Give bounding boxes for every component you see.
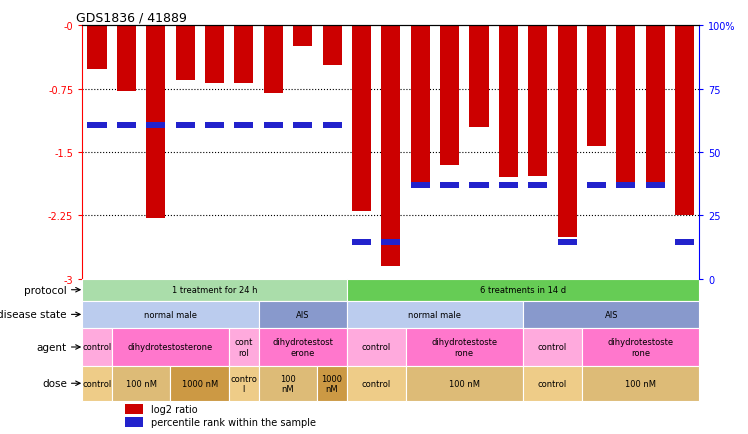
Bar (347, 279, 699, 301)
Bar (523, 301, 699, 329)
Text: 1 treatment for 24 h: 1 treatment for 24 h (172, 286, 257, 295)
Text: 1000 nM: 1000 nM (182, 379, 218, 388)
Text: 6 treatments in 14 d: 6 treatments in 14 d (480, 286, 566, 295)
Bar (616, 26, 636, 182)
Text: dihydrotestosterone: dihydrotestosterone (128, 343, 213, 352)
Bar (234, 26, 254, 83)
Bar (499, 183, 518, 188)
Bar (411, 26, 430, 186)
Bar (646, 183, 665, 188)
Text: AIS: AIS (296, 310, 310, 319)
Text: dihydrotestoste
rone: dihydrotestoste rone (432, 338, 497, 357)
Bar (347, 301, 523, 329)
Text: disease state: disease state (0, 310, 67, 319)
Bar (470, 26, 488, 127)
Bar (126, 404, 143, 414)
Bar (317, 366, 347, 401)
Text: protocol: protocol (24, 285, 67, 295)
Text: normal male: normal male (144, 310, 197, 319)
Text: log2 ratio: log2 ratio (151, 404, 198, 414)
Text: control: control (361, 379, 390, 388)
Bar (126, 417, 143, 427)
Bar (347, 366, 405, 401)
Text: control: control (538, 379, 567, 388)
Text: percentile rank within the sample: percentile rank within the sample (151, 417, 316, 427)
Bar (82, 329, 111, 366)
Bar (528, 183, 548, 188)
Bar (146, 26, 165, 218)
Bar (176, 26, 194, 81)
Bar (293, 123, 312, 129)
Bar (352, 26, 371, 212)
Bar (587, 183, 606, 188)
Bar (347, 329, 405, 366)
Bar (499, 26, 518, 178)
Bar (381, 26, 400, 266)
Bar (470, 183, 488, 188)
Bar (293, 26, 312, 47)
Text: control: control (82, 379, 111, 388)
Bar (523, 366, 582, 401)
Bar (82, 279, 347, 301)
Bar (322, 123, 342, 129)
Bar (88, 26, 106, 70)
Bar (440, 26, 459, 165)
Bar (557, 240, 577, 246)
Text: GDS1836 / 41889: GDS1836 / 41889 (76, 12, 187, 25)
Bar (322, 26, 342, 66)
Text: AIS: AIS (604, 310, 618, 319)
Text: control: control (82, 343, 111, 352)
Bar (88, 123, 106, 129)
Bar (259, 301, 347, 329)
Bar (259, 366, 317, 401)
Text: 1000
nM: 1000 nM (322, 374, 343, 393)
Text: control: control (538, 343, 567, 352)
Bar (440, 183, 459, 188)
Bar (675, 240, 694, 246)
Text: 100 nM: 100 nM (449, 379, 479, 388)
Bar (264, 123, 283, 129)
Bar (229, 329, 259, 366)
Bar (234, 123, 254, 129)
Bar (82, 301, 259, 329)
Bar (111, 366, 171, 401)
Bar (616, 183, 636, 188)
Bar (528, 26, 548, 176)
Bar (587, 26, 606, 147)
Bar (557, 26, 577, 237)
Bar (411, 183, 430, 188)
Text: contro
l: contro l (230, 374, 257, 393)
Bar (675, 26, 694, 216)
Text: 100
nM: 100 nM (280, 374, 296, 393)
Bar (523, 329, 582, 366)
Text: 100 nM: 100 nM (126, 379, 156, 388)
Bar (171, 366, 229, 401)
Bar (117, 123, 136, 129)
Text: dihydrotestost
erone: dihydrotestost erone (272, 338, 333, 357)
Text: dihydrotestoste
rone: dihydrotestoste rone (607, 338, 674, 357)
Text: normal male: normal male (408, 310, 462, 319)
Text: cont
rol: cont rol (235, 338, 253, 357)
Bar (381, 240, 400, 246)
Bar (117, 26, 136, 92)
Bar (205, 26, 224, 83)
Bar (205, 123, 224, 129)
Bar (82, 366, 111, 401)
Bar (176, 123, 194, 129)
Text: control: control (361, 343, 390, 352)
Bar (146, 123, 165, 129)
Bar (264, 26, 283, 94)
Bar (646, 26, 665, 182)
Bar (352, 240, 371, 246)
Bar (582, 366, 699, 401)
Text: dose: dose (42, 378, 67, 388)
Bar (229, 366, 259, 401)
Text: agent: agent (37, 342, 67, 352)
Bar (259, 329, 347, 366)
Text: 100 nM: 100 nM (625, 379, 656, 388)
Bar (405, 329, 523, 366)
Bar (111, 329, 229, 366)
Bar (582, 329, 699, 366)
Bar (405, 366, 523, 401)
